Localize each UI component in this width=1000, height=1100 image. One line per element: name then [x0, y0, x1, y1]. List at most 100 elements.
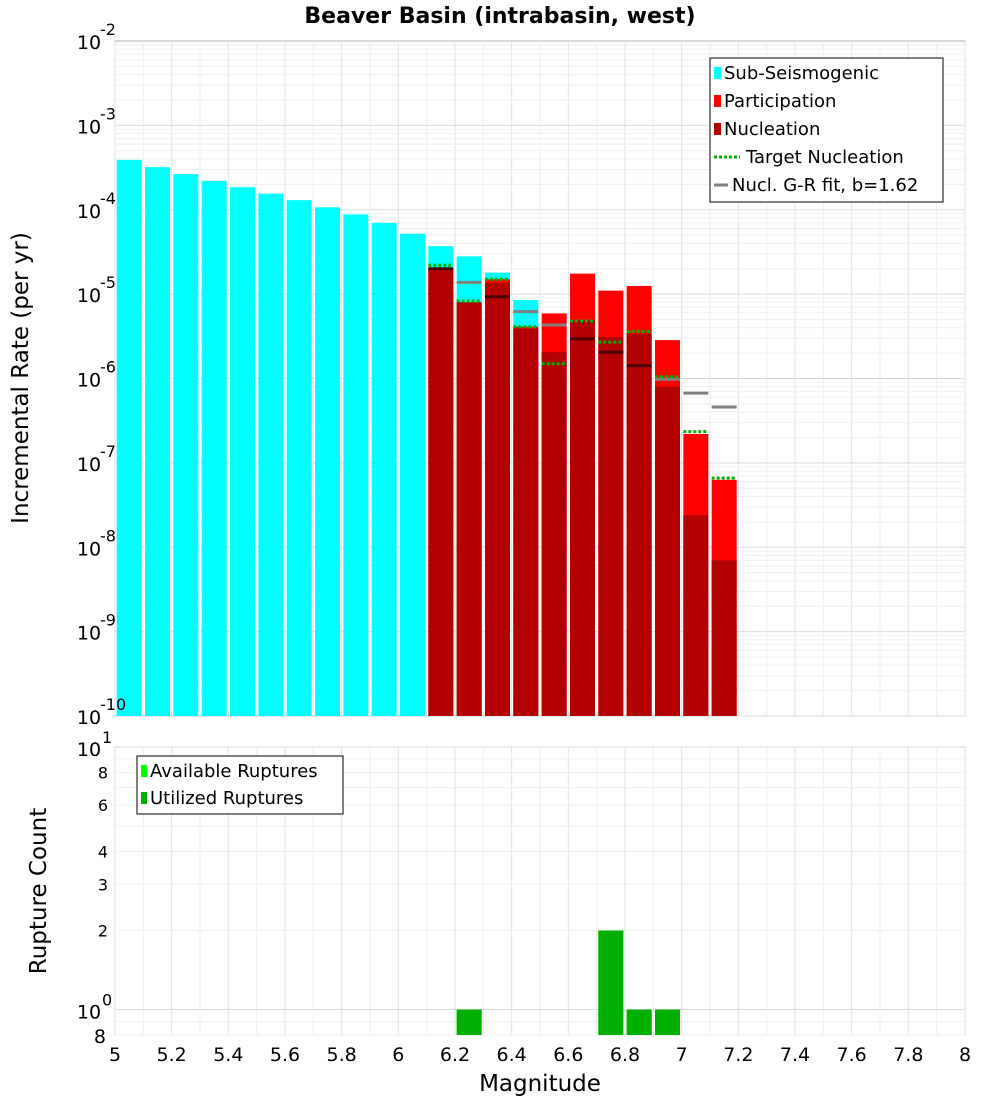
rupture-y-axis-label: Rupture Count	[26, 808, 52, 974]
mfd-y-tick: 10-6	[77, 358, 116, 392]
sub-seismogenic-bar	[145, 167, 170, 716]
legend-item-participation: Participation	[714, 91, 836, 112]
mfd-y-tick-exponent: -3	[100, 104, 116, 123]
sub-seismogenic-bar	[315, 207, 340, 716]
rupture-y-tick: 100	[77, 991, 112, 1024]
x-tick-label: 5.2	[157, 1044, 187, 1066]
sub-seismogenic-bar	[400, 233, 425, 716]
mfd-legend-box	[709, 57, 944, 203]
rupture-y-tick-base: 10	[77, 739, 101, 761]
legend-label: Participation	[724, 91, 836, 112]
nucleation-bar	[428, 268, 454, 716]
rupture-y-tick-base: 10	[77, 1002, 101, 1024]
mfd-y-tick-base: 10	[77, 623, 101, 645]
legend-label: Sub-Seismogenic	[724, 63, 879, 84]
rupture-y-minor-tick: 2	[98, 922, 108, 941]
mfd-y-tick-exponent: -4	[100, 189, 116, 208]
mfd-y-tick-base: 10	[77, 285, 101, 307]
utilized-ruptures-bar	[655, 1009, 680, 1035]
legend-swatch	[714, 123, 721, 135]
legend-item-nucl-g-r-fit-b-1-62: Nucl. G-R fit, b=1.62	[714, 175, 918, 196]
sub-seismogenic-bar	[343, 214, 369, 717]
x-tick-labels: 5 5.2 5.4 5.6 5.8 6 6.2 6.4 6.6 6.8 7 7.2 7.4 7.6 7.8 8	[109, 1044, 971, 1066]
rupture-y-minor-tick: 8	[94, 1026, 106, 1048]
rupture-y-minor-tick: 6	[98, 796, 108, 815]
x-tick-label: 7.2	[723, 1044, 753, 1066]
x-tick-label: 6	[392, 1044, 404, 1066]
legend-label: Nucl. G-R fit, b=1.62	[732, 175, 918, 196]
legend-label: Nucleation	[724, 119, 820, 140]
legend-label: Utilized Ruptures	[150, 788, 303, 809]
utilized-ruptures-bar	[626, 1009, 652, 1035]
nucleation-bar	[570, 320, 595, 716]
mfd-bars	[116, 159, 737, 717]
x-tick-label: 7.4	[780, 1044, 810, 1066]
sub-seismogenic-bar	[371, 222, 397, 716]
mfd-y-tick: 10-5	[77, 273, 116, 307]
mfd-y-tick-base: 10	[77, 201, 101, 223]
mfd-y-tick-base: 10	[77, 32, 101, 54]
legend-item-target-nucleation: Target Nucleation	[714, 147, 904, 168]
mfd-y-tick: 10-2	[77, 20, 116, 54]
rupture-legend: Available Ruptures Utilized Ruptures	[136, 755, 344, 815]
mfd-y-tick-base: 10	[77, 116, 101, 138]
mfd-y-tick-base: 10	[77, 454, 101, 476]
mfd-y-tick-base: 10	[77, 538, 101, 560]
nucleation-bar	[655, 386, 680, 716]
x-tick-label: 5.4	[213, 1044, 243, 1066]
utilized-ruptures-bar	[456, 1009, 482, 1035]
x-tick-label: 5.6	[270, 1044, 300, 1066]
mfd-y-tick-exponent: -5	[100, 273, 116, 292]
x-tick-label: 7.8	[893, 1044, 923, 1066]
mfd-y-tick: 10-9	[77, 611, 116, 645]
nucleation-bar	[541, 352, 567, 716]
legend-item-available-ruptures: Available Ruptures	[141, 761, 318, 782]
legend-item-sub-seismogenic: Sub-Seismogenic	[714, 63, 879, 84]
mfd-y-tick-exponent: -10	[100, 695, 126, 714]
mfd-y-tick: 10-7	[77, 442, 116, 476]
chart-title: Beaver Basin (intrabasin, west)	[304, 4, 695, 29]
rupture-y-tick-exponent: 0	[102, 991, 112, 1010]
rupture-y-minor-tick: 8	[98, 763, 108, 782]
sub-seismogenic-bar	[230, 187, 255, 716]
sub-seismogenic-bar	[258, 193, 284, 716]
rupture-y-tick-exponent: 1	[102, 728, 112, 747]
sub-seismogenic-bar	[286, 200, 312, 716]
mfd-legend: Sub-Seismogenic Participation Nucleation Ta…	[709, 57, 944, 203]
mfd-y-axis-label: Incremental Rate (per yr)	[8, 232, 34, 524]
mfd-y-tick-exponent: -6	[100, 358, 116, 377]
mfd-y-tick-base: 10	[77, 707, 101, 729]
mfd-y-tick: 10-3	[77, 104, 116, 138]
rupture-y-tick: 101	[77, 728, 112, 761]
x-tick-label: 6.6	[553, 1044, 583, 1066]
nucleation-bar	[626, 333, 652, 716]
rupture-legend-box	[136, 755, 344, 815]
legend-label: Available Ruptures	[150, 761, 318, 782]
mfd-y-tick: 10-4	[77, 189, 116, 223]
mfd-y-tick-exponent: -9	[100, 611, 116, 630]
nucleation-bar	[598, 337, 624, 716]
sub-seismogenic-bar	[173, 174, 199, 716]
utilized-ruptures-bar	[598, 930, 624, 1035]
x-tick-label: 5	[109, 1044, 121, 1066]
sub-seismogenic-bar	[201, 180, 227, 716]
mfd-y-tick: 10-10	[77, 695, 126, 729]
mfd-markers	[428, 263, 737, 480]
nucleation-bar	[513, 328, 539, 716]
nucleation-bar	[683, 515, 709, 716]
nucleation-bar	[456, 302, 482, 716]
x-tick-label: 6.8	[610, 1044, 640, 1066]
nucleation-bar	[711, 560, 737, 716]
mfd-y-tick-exponent: -2	[100, 20, 116, 39]
x-tick-label: 6.2	[440, 1044, 470, 1066]
legend-swatch	[141, 765, 147, 777]
x-tick-label: 6.4	[497, 1044, 527, 1066]
mfd-y-tick-base: 10	[77, 370, 101, 392]
nucleation-bar	[485, 283, 510, 716]
mfd-y-tick-exponent: -8	[100, 526, 116, 545]
mfd-y-tick-exponent: -7	[100, 442, 116, 461]
rupture-y-minor-tick: 3	[98, 875, 108, 894]
